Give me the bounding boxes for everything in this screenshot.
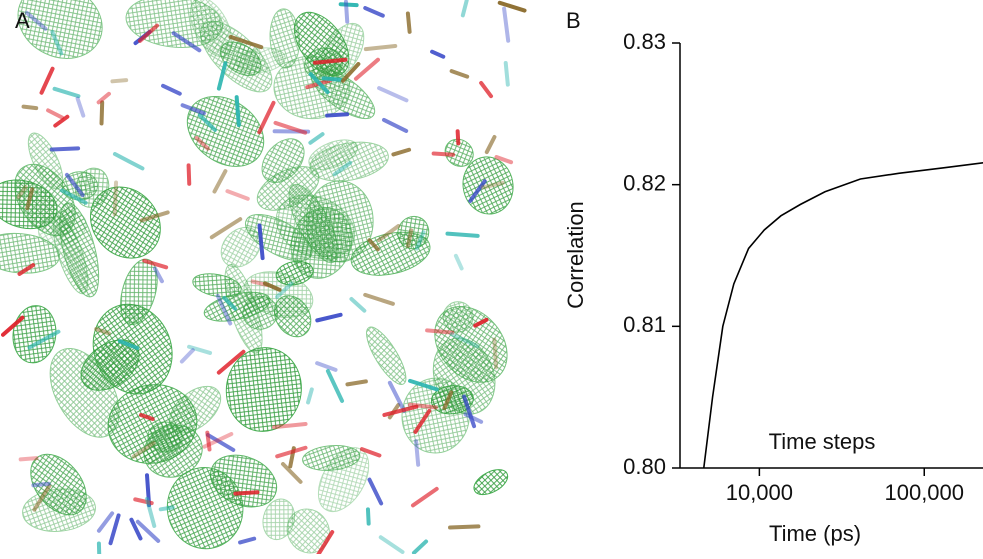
molecule-stick — [33, 484, 48, 486]
molecule-stick — [112, 80, 126, 81]
panel-label: A — [15, 8, 30, 33]
molecule-stick — [327, 114, 347, 115]
molecule-stick — [447, 234, 477, 236]
y-tick-label: 0.83 — [623, 29, 666, 54]
x-tick-label: 10,000 — [726, 480, 793, 505]
y-tick-label: 0.81 — [623, 312, 666, 337]
y-tick-label: 0.80 — [623, 454, 666, 479]
molecule-stick — [24, 107, 37, 109]
molecule-stick — [416, 441, 418, 465]
molecule-stick — [21, 458, 37, 459]
molecule-stick — [368, 509, 369, 523]
molecule-stick — [102, 102, 103, 123]
y-tick-label: 0.82 — [623, 170, 666, 195]
molecule-stick — [408, 13, 410, 31]
molecule-stick — [346, 2, 347, 22]
molecule-stick — [450, 526, 478, 527]
molecule-stick — [506, 63, 508, 85]
x-axis-label: Time (ps) — [769, 521, 861, 546]
density-map — [0, 0, 527, 554]
molecule-stick — [427, 330, 452, 332]
molecule-stick — [161, 507, 173, 509]
y-axis-label: Correlation — [563, 201, 588, 309]
molecule-stick — [458, 131, 459, 143]
panel-label: B — [566, 8, 581, 33]
molecule-stick — [341, 4, 357, 5]
x-tick-label: 100,000 — [884, 480, 964, 505]
data-line — [704, 158, 983, 468]
molecule-stick — [324, 78, 341, 79]
annotation: Time steps — [769, 429, 876, 454]
molecule-stick — [434, 154, 453, 155]
molecule-stick — [52, 148, 78, 149]
molecule-stick — [189, 165, 190, 183]
molecule-stick — [237, 97, 239, 125]
molecule-stick — [115, 182, 116, 214]
molecule-stick — [99, 543, 100, 554]
molecule-stick — [235, 492, 257, 493]
molecule-stick — [494, 340, 496, 368]
